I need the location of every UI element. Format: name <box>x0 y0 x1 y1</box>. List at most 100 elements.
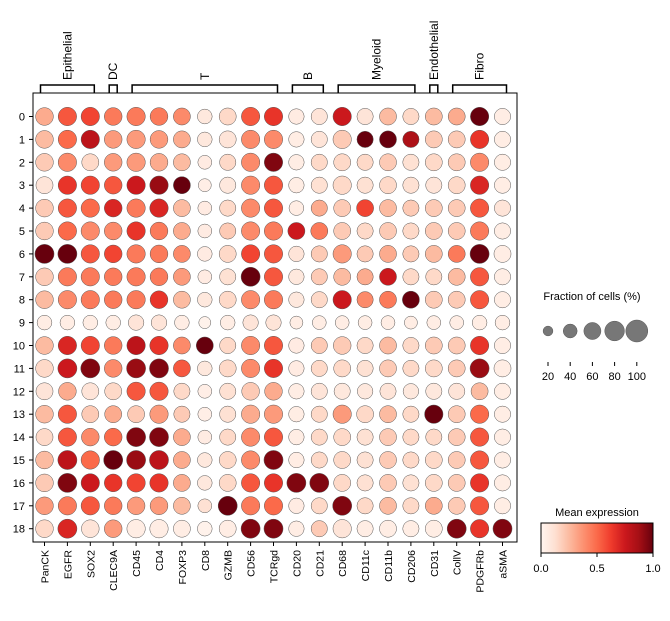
dot-cluster-14-CLEC9A <box>104 427 123 447</box>
dot-cluster-18-CD8 <box>197 521 213 537</box>
dot-cluster-14-CollV <box>447 428 466 446</box>
dot-cluster-17-CD11c <box>356 497 374 515</box>
group-label: T <box>198 72 212 80</box>
dot-cluster-5-aSMA <box>494 222 511 240</box>
dot-cluster-13-CLEC9A <box>104 405 122 423</box>
dot-cluster-3-EGFR <box>57 175 77 195</box>
dot-cluster-8-CD11c <box>356 291 374 309</box>
group-bracket <box>337 84 416 93</box>
dot-cluster-4-aSMA <box>494 199 511 217</box>
dot-cluster-17-CD21 <box>310 497 328 515</box>
dot-cluster-18-CLEC9A <box>104 519 123 538</box>
dot-cluster-0-aSMA <box>494 108 511 125</box>
dot-cluster-16-EGFR <box>57 473 78 493</box>
dot-cluster-1-FOXP3 <box>173 130 191 149</box>
dot-cluster-14-GZMB <box>219 428 237 446</box>
dot-cluster-1-GZMB <box>218 130 237 149</box>
dot-cluster-18-CD31 <box>425 519 443 538</box>
x-tick-label: SOX2 <box>85 550 97 578</box>
dot-cluster-16-CD11c <box>356 474 374 492</box>
x-tick-label: CD31 <box>429 550 441 577</box>
dot-cluster-4-CD20 <box>288 200 305 216</box>
dot-cluster-12-CD31 <box>425 382 443 400</box>
dot-cluster-16-CLEC9A <box>104 473 123 493</box>
dot-cluster-8-CD31 <box>425 290 443 309</box>
dot-cluster-16-aSMA <box>494 474 511 492</box>
dot-cluster-8-CD8 <box>197 292 213 308</box>
dot-cluster-4-CD11b <box>379 199 397 217</box>
dot-cluster-18-aSMA <box>492 518 513 539</box>
x-tick-label: TCRgd <box>269 550 281 583</box>
y-tick-label: 3 <box>19 180 25 192</box>
dot-cluster-8-CD206 <box>402 290 420 309</box>
dot-cluster-4-CLEC9A <box>104 198 123 218</box>
y-tick-label: 13 <box>13 409 25 421</box>
dot-cluster-16-CD31 <box>425 474 443 492</box>
dot-cluster-0-PDGFRb <box>470 107 490 126</box>
colorbar <box>540 522 654 554</box>
dot-cluster-7-PanCK <box>35 267 54 286</box>
x-tick-label: CollV <box>452 550 464 575</box>
dot-cluster-11-CD11b <box>379 359 397 378</box>
dot-cluster-13-FOXP3 <box>173 405 191 423</box>
dot-cluster-4-CD45 <box>126 198 146 218</box>
dot-cluster-12-CD11c <box>357 383 374 400</box>
dot-cluster-11-CD21 <box>310 359 328 377</box>
dot-cluster-7-PDGFRb <box>470 267 490 287</box>
dot-cluster-11-GZMB <box>218 359 237 378</box>
dot-cluster-18-EGFR <box>57 518 78 539</box>
dot-cluster-5-CD8 <box>197 223 213 239</box>
dot-cluster-0-CD206 <box>402 108 420 125</box>
dot-cluster-5-PDGFRb <box>470 221 490 241</box>
dot-cluster-7-CD206 <box>402 268 420 286</box>
dot-cluster-5-CD11b <box>379 222 397 240</box>
x-tick-label: FOXP3 <box>177 550 189 585</box>
dot-cluster-8-PDGFRb <box>470 290 490 310</box>
dot-cluster-13-CD4 <box>149 404 169 424</box>
dot-cluster-6-PDGFRb <box>469 244 490 264</box>
group-label: Endothelial <box>427 21 441 80</box>
size-legend-label: 60 <box>586 371 598 383</box>
dot-cluster-10-CD4 <box>149 336 169 355</box>
dot-cluster-12-CD21 <box>310 382 328 400</box>
dot-cluster-13-CD20 <box>288 406 305 423</box>
dot-cluster-17-CD20 <box>288 497 305 514</box>
dot-cluster-1-CD4 <box>149 130 169 149</box>
dot-cluster-4-PanCK <box>35 198 54 218</box>
dot-cluster-1-CD68 <box>332 129 352 149</box>
dot-cluster-0-CD11b <box>379 107 397 126</box>
dot-cluster-18-CD4 <box>149 519 169 539</box>
x-tick-label: PanCK <box>40 550 52 583</box>
dot-cluster-1-CD206 <box>402 130 420 148</box>
dot-cluster-8-CD56 <box>241 290 261 310</box>
dot-cluster-18-GZMB <box>218 519 237 538</box>
colorbar-tick-label: 0.5 <box>589 563 604 575</box>
dot-cluster-1-EGFR <box>57 129 77 149</box>
dot-cluster-0-FOXP3 <box>173 107 191 126</box>
dot-cluster-11-SOX2 <box>80 358 101 379</box>
dot-cluster-1-PanCK <box>35 130 54 149</box>
x-tick-label: CD45 <box>131 550 143 577</box>
dot-cluster-12-CLEC9A <box>104 382 122 401</box>
dot-cluster-2-SOX2 <box>81 153 100 172</box>
dot-cluster-9-CD8 <box>198 316 212 329</box>
y-tick-label: 1 <box>19 134 25 146</box>
dot-cluster-2-CD206 <box>402 153 420 171</box>
dot-cluster-9-CD20 <box>289 315 304 330</box>
dot-cluster-8-CD45 <box>126 290 146 310</box>
dot-cluster-2-PanCK <box>35 153 54 172</box>
dot-cluster-17-CLEC9A <box>104 496 123 515</box>
dot-cluster-7-aSMA <box>494 268 511 286</box>
dot-cluster-0-TCRgd <box>264 107 283 126</box>
dot-cluster-5-CD31 <box>425 222 443 240</box>
dot-cluster-15-CollV <box>447 451 466 469</box>
dot-cluster-2-CD31 <box>425 153 443 172</box>
dot-cluster-6-CD20 <box>288 245 305 262</box>
dot-cluster-11-CLEC9A <box>104 359 123 378</box>
dot-cluster-8-CD68 <box>332 290 352 310</box>
dot-cluster-8-EGFR <box>57 290 77 310</box>
dot-cluster-7-CD45 <box>126 267 146 287</box>
dot-cluster-6-PanCK <box>34 244 55 264</box>
dot-cluster-15-CD11b <box>379 451 397 469</box>
